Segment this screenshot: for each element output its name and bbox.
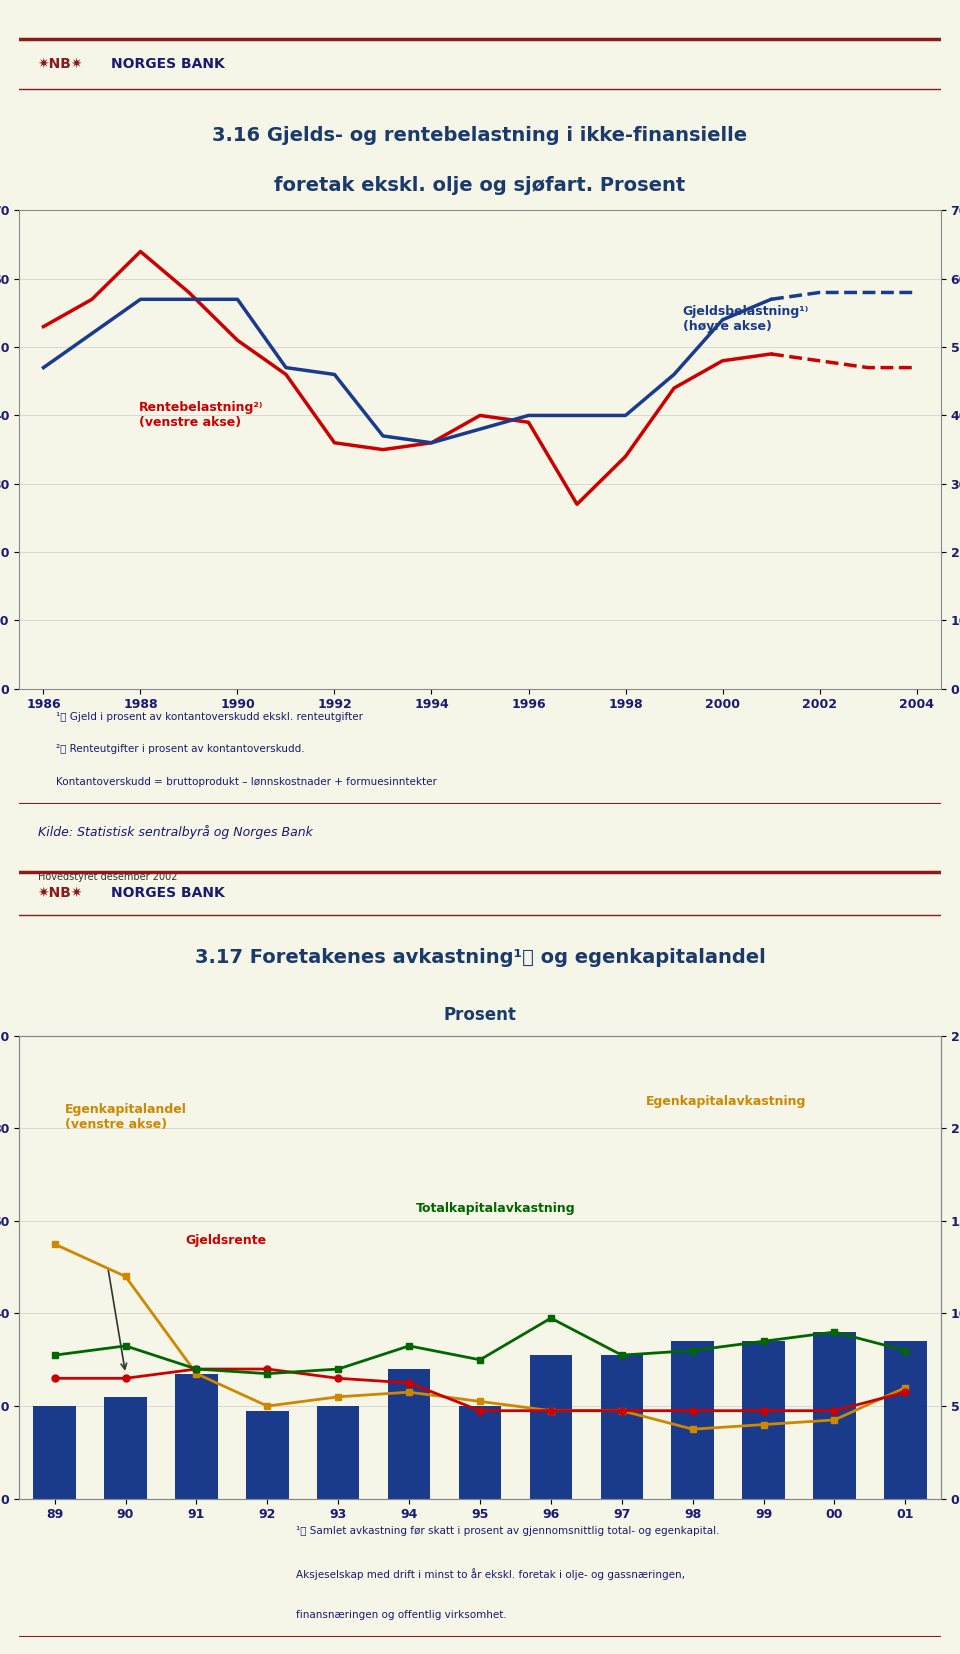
Bar [530, 1355, 572, 1499]
Bar [317, 1406, 359, 1499]
Text: Hovedstyret desember 2002: Hovedstyret desember 2002 [37, 872, 178, 882]
Text: Kilde: Statistisk sentralbyrå og Norges Bank: Kilde: Statistisk sentralbyrå og Norges … [37, 825, 313, 839]
Bar [813, 1331, 855, 1499]
Text: 3.16 Gjelds- og rentebelastning i ikke-finansielle: 3.16 Gjelds- og rentebelastning i ikke-f… [212, 126, 748, 146]
Text: 3.17 Foretakenes avkastning¹⧵ og egenkapitalandel: 3.17 Foretakenes avkastning¹⧵ og egenkap… [195, 948, 765, 966]
Bar [601, 1355, 643, 1499]
Text: finansnæringen og offentlig virksomhet.: finansnæringen og offentlig virksomhet. [296, 1609, 507, 1619]
Text: Rentebelastning²⁾
(venstre akse): Rentebelastning²⁾ (venstre akse) [139, 400, 263, 428]
Text: Egenkapitalavkastning: Egenkapitalavkastning [646, 1095, 806, 1108]
Bar [34, 1406, 76, 1499]
Text: ✷NB✷: ✷NB✷ [37, 887, 84, 900]
Text: NORGES BANK: NORGES BANK [111, 56, 225, 71]
Bar [175, 1374, 218, 1499]
Text: ✷NB✷: ✷NB✷ [37, 56, 84, 71]
Bar [884, 1341, 926, 1499]
Text: Gjeldsrente: Gjeldsrente [185, 1234, 266, 1247]
Bar [742, 1341, 785, 1499]
Text: Kontantoverskudd = bruttoprodukt – lønnskostnader + formuesinntekter: Kontantoverskudd = bruttoprodukt – lønns… [56, 777, 437, 787]
Text: foretak ekskl. olje og sjøfart. Prosent: foretak ekskl. olje og sjøfart. Prosent [275, 175, 685, 195]
Bar [459, 1406, 501, 1499]
Text: Gjeldsbelastning¹⁾
(høyre akse): Gjeldsbelastning¹⁾ (høyre akse) [683, 304, 809, 332]
Text: ²⧵ Renteutgifter i prosent av kontantoverskudd.: ²⧵ Renteutgifter i prosent av kontantove… [56, 744, 304, 754]
Text: ¹⧵ Samlet avkastning før skatt i prosent av gjennomsnittlig total- og egenkapita: ¹⧵ Samlet avkastning før skatt i prosent… [296, 1527, 719, 1537]
Text: Prosent: Prosent [444, 1006, 516, 1024]
Bar [246, 1411, 289, 1499]
Text: ¹⧵ Gjeld i prosent av kontantoverskudd ekskl. renteutgifter: ¹⧵ Gjeld i prosent av kontantoverskudd e… [56, 711, 363, 721]
Text: Aksjeselskap med drift i minst to år ekskl. foretak i olje- og gassnæringen,: Aksjeselskap med drift i minst to år eks… [296, 1568, 684, 1580]
Text: Totalkapitalavkastning: Totalkapitalavkastning [416, 1202, 575, 1214]
Text: NORGES BANK: NORGES BANK [111, 887, 225, 900]
Bar [105, 1396, 147, 1499]
Bar [388, 1370, 430, 1499]
Text: Egenkapitalandel
(venstre akse): Egenkapitalandel (venstre akse) [65, 1103, 187, 1131]
Bar [671, 1341, 714, 1499]
